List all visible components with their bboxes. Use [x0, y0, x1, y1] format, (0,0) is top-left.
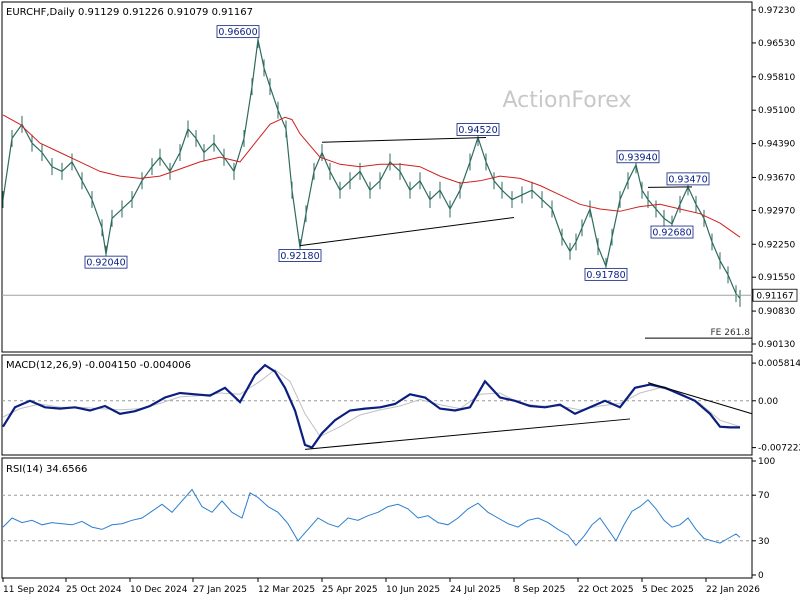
macd-trendline: [304, 418, 631, 450]
price-tick-label: 0.92250: [758, 240, 795, 250]
price-tick-label: 0.97230: [758, 6, 795, 16]
x-tick-label: 11 Sep 2024: [3, 585, 60, 595]
x-tick-label: 22 Jan 2026: [706, 585, 760, 595]
price-annotation-box: [584, 267, 628, 281]
rsi-line: [2, 488, 741, 547]
current-price-badge: [752, 288, 798, 302]
x-tick-label: 12 Mar 2025: [258, 585, 315, 595]
macd-tick-label: 0.00: [758, 397, 778, 407]
watermark: ActionForex: [503, 88, 632, 113]
rsi-title: RSI(14) 34.6566: [6, 464, 87, 475]
rsi-tick-label: 70: [758, 491, 770, 501]
price-panel-frame: [1, 1, 753, 353]
rsi-tick-label: 0: [758, 571, 764, 581]
price-annotation-label: 0.93940: [618, 152, 657, 163]
price-annotation-box: [650, 225, 694, 239]
price-title: EURCHF,Daily 0.91129 0.91226 0.91079 0.9…: [6, 7, 253, 18]
rsi-panel-frame: [1, 457, 753, 579]
macd-tick-label: -0.007222: [758, 444, 800, 454]
price-tick-label: 0.96530: [758, 39, 795, 49]
x-tick-label: 24 Jul 2025: [450, 585, 501, 595]
price-annotation-label: 0.94520: [458, 125, 497, 136]
macd-line: [2, 363, 740, 449]
price-annotation-box: [616, 150, 660, 164]
price-annotation-box: [216, 25, 260, 39]
x-tick-label: 25 Apr 2025: [322, 585, 378, 595]
x-tick-label: 8 Sep 2025: [514, 585, 565, 595]
current-price-label: 0.91167: [756, 292, 793, 302]
price-annotation-label: 0.91780: [586, 270, 625, 281]
macd-panel-frame: [1, 354, 753, 456]
rsi-tick-label: 100: [758, 457, 775, 467]
macd-trendline: [647, 382, 753, 415]
x-tick-label: 5 Dec 2025: [642, 585, 694, 595]
price-tick-label: 0.90830: [758, 307, 795, 317]
price-annotation-label: 0.96600: [218, 27, 257, 38]
price-annotation-box: [666, 172, 710, 186]
price-tick-label: 0.90130: [758, 340, 795, 350]
moving-average-line: [2, 114, 741, 238]
x-tick-label: 25 Oct 2024: [66, 585, 122, 595]
price-tick-label: 0.91550: [758, 273, 795, 283]
price-annotation-box: [84, 255, 128, 269]
price-annotation-label: 0.93470: [668, 174, 707, 185]
price-annotation-box: [278, 249, 322, 262]
x-tick-label: 10 Dec 2024: [130, 585, 188, 595]
price-trendline: [321, 136, 487, 143]
price-annotation-label: 0.92680: [652, 228, 691, 239]
price-annotation-label: 0.92180: [280, 251, 319, 262]
macd-tick-label: 0.005814: [758, 359, 800, 369]
fe-level-label: FE 261.8: [711, 328, 751, 338]
price-tick-label: 0.95100: [758, 106, 795, 116]
macd-title: MACD(12,26,9) -0.004150 -0.004006: [6, 360, 191, 371]
x-tick-label: 10 Jun 2025: [386, 585, 440, 595]
price-tick-label: 0.95810: [758, 73, 795, 83]
price-tick-label: 0.92970: [758, 206, 795, 216]
rsi-tick-label: 30: [758, 537, 770, 547]
price-annotation-box: [456, 123, 500, 136]
price-trendline: [299, 216, 515, 247]
x-tick-label: 22 Oct 2025: [578, 585, 634, 595]
x-tick-label: 27 Jan 2025: [193, 585, 247, 595]
price-annotation-label: 0.92040: [86, 258, 125, 269]
price-tick-label: 0.94390: [758, 140, 795, 150]
price-tick-label: 0.93670: [758, 173, 795, 183]
